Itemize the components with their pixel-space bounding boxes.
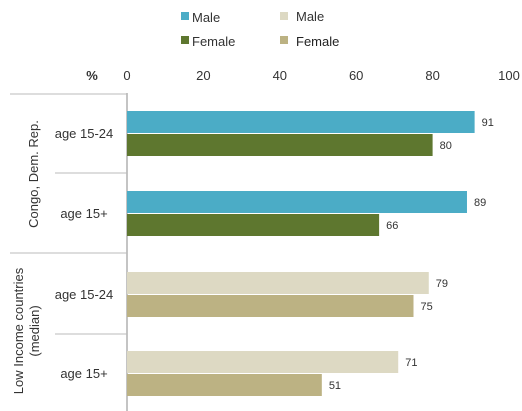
bar-female	[127, 295, 414, 317]
tick-label: 60	[349, 68, 363, 83]
data-label-female: 51	[329, 380, 341, 392]
legend-swatch-female	[181, 36, 189, 44]
bar-female	[127, 214, 380, 236]
legend-label-female: Female	[192, 34, 235, 49]
data-label-male: 91	[482, 117, 494, 129]
bar-male	[127, 272, 429, 294]
tick-label: 0	[123, 68, 130, 83]
data-label-female: 75	[421, 301, 433, 313]
tick-label: 40	[273, 68, 287, 83]
tick-label: 80	[425, 68, 439, 83]
group-label-line: Low Income countries	[11, 267, 26, 394]
legend-swatch-male	[280, 12, 288, 20]
legend-label-male: Male	[296, 9, 324, 24]
bar-female	[127, 134, 433, 156]
legend: Male Male Female Female	[181, 9, 339, 49]
legend-swatch-male	[181, 12, 189, 20]
tick-label: 100	[498, 68, 520, 83]
row-label: age 15+	[60, 206, 107, 221]
row-label: age 15-24	[55, 287, 114, 302]
legend-label-male: Male	[192, 10, 220, 25]
axis-unit-label: %	[86, 68, 98, 83]
group-label: Congo, Dem. Rep.	[26, 120, 41, 228]
legend-label-female: Female	[296, 34, 339, 49]
legend-swatch-female	[280, 36, 288, 44]
data-label-male: 71	[405, 357, 417, 369]
data-label-female: 80	[440, 140, 452, 152]
row-label: age 15+	[60, 366, 107, 381]
bar-male	[127, 351, 399, 373]
tick-label: 20	[196, 68, 210, 83]
data-label-male: 89	[474, 197, 486, 209]
data-label-male: 79	[436, 278, 448, 290]
bar-male	[127, 111, 475, 133]
category-labels: age 15-24 age 15+ age 15-24 age 15+ Congo, D…	[10, 93, 127, 394]
bar-female	[127, 374, 322, 396]
data-label-female: 66	[386, 220, 398, 232]
row-label: age 15-24	[55, 126, 114, 141]
group-label-line: (median)	[27, 305, 42, 356]
bar-male	[127, 191, 467, 213]
group-label: Low Income countries(median)	[11, 267, 42, 394]
